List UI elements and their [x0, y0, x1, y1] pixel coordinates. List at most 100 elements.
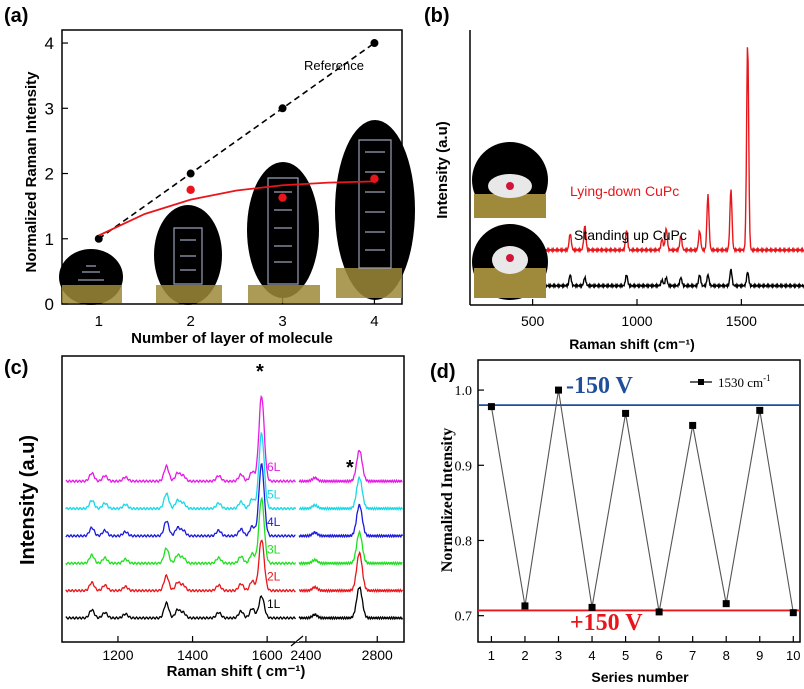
d-xtick-label: 2: [521, 648, 528, 663]
panel-d-xlabel: Series number: [591, 669, 689, 685]
c-xtick-label: 1200: [102, 647, 133, 663]
d-xtick-label: 3: [555, 648, 562, 663]
panel-a-x-ticks: 1 2 3 4: [95, 298, 379, 330]
legend-marker: [698, 379, 704, 385]
spectrum-left-line: [65, 431, 297, 511]
graphene-substrate-3: [248, 285, 320, 303]
a-xtick-label: 1: [95, 313, 103, 330]
b-xtick-label: 500: [521, 313, 545, 329]
series-point: [487, 403, 495, 411]
cupc-illustrations: [472, 142, 548, 300]
graphene-substrate-4: [336, 268, 402, 298]
panel-a-ylabel: Normalized Raman Intensity: [23, 71, 40, 273]
spectrum-right-line: [298, 449, 403, 484]
a-xtick-label: 4: [370, 313, 378, 330]
d-xtick-label: 9: [756, 648, 763, 663]
layer-label: 5L: [267, 488, 281, 502]
graphene-substrate-2: [156, 285, 222, 303]
d-xtick-label: 8: [723, 648, 730, 663]
measured-point: [370, 174, 379, 183]
a-ytick-label: 0: [45, 295, 54, 314]
panel-c-xlabel: Raman shift ( cm⁻¹): [167, 663, 306, 680]
d-ytick-label: 1.0: [455, 384, 473, 399]
spectrum-line: [544, 47, 804, 254]
a-xtick-label: 2: [186, 313, 194, 330]
a-ytick-label: 3: [45, 99, 54, 118]
panel-b-label: (b): [424, 5, 450, 27]
reference-point: [186, 169, 195, 178]
d-ytick-label: 0.7: [455, 610, 473, 625]
spectrum-left-line: [65, 496, 297, 566]
series-point: [789, 609, 797, 617]
reference-point: [94, 234, 103, 243]
panel-d-plot: [478, 386, 800, 617]
d-ytick-label: 0.9: [455, 459, 473, 474]
reference-point: [278, 104, 287, 113]
spectrum-line: [544, 268, 804, 290]
standing-cu-center: [506, 254, 514, 262]
molecule-stacks: [78, 139, 392, 285]
minus-150v-label: -150 V: [566, 373, 634, 399]
legend-superscript: -1: [763, 373, 771, 383]
d-xtick-label: 10: [786, 648, 800, 663]
spectrum-left-line: [65, 462, 296, 538]
measured-point: [186, 185, 195, 195]
panel-c-label: (c): [4, 357, 28, 379]
axis-break-mark: [290, 635, 304, 647]
spectrum-right-line: [298, 529, 403, 566]
c-xtick-label: 1400: [177, 647, 208, 663]
panel-d-legend: 1530 cm-1: [690, 373, 771, 390]
series-point: [588, 603, 596, 611]
c-xtick-label: 2800: [362, 647, 393, 663]
spectrum-left-line: [65, 394, 296, 484]
lying-down-label: Lying-down CuPc: [570, 183, 679, 199]
panel-b-ylabel: Intensity (a.u): [434, 121, 451, 219]
series-point: [555, 386, 562, 394]
measured-point: [278, 193, 287, 202]
molecule-illustrations: [59, 120, 415, 305]
panel-a-label: (a): [4, 5, 28, 27]
reference-point: [370, 39, 379, 48]
panel-a: (a) 0 1 2 3 4 1 2 3 4 Reference Normalized Rama…: [4, 5, 415, 347]
ellipse-2-layer: [154, 205, 222, 305]
c-xtick-label: 1600: [252, 647, 283, 663]
series-point: [756, 406, 764, 414]
panel-d-label: (d): [430, 361, 456, 383]
d-xtick-label: 4: [588, 648, 595, 663]
series-point: [689, 421, 697, 429]
spectrum-left-line: [65, 595, 297, 621]
legend-text: 1530 cm: [718, 375, 763, 390]
b-xtick-label: 1500: [726, 313, 757, 329]
series-line: [490, 390, 794, 613]
d-xtick-label: 6: [656, 648, 663, 663]
spectrum-right-line: [298, 475, 404, 512]
layer-label: 3L: [267, 542, 281, 556]
panel-c-plot: 1L 2L 3L 4L 5L 6L: [65, 394, 404, 621]
lying-cu-center: [506, 182, 514, 190]
panel-c-frame: [61, 355, 405, 643]
legend-label: 1530 cm-1: [718, 373, 771, 390]
panel-d: (d) 0.7 0.8 0.9 1.0 1 2 3 4 5 6 7 8 9 10 1530 cm-1 -…: [430, 359, 801, 685]
g-peak-star: *: [256, 361, 264, 383]
d-xtick-label: 5: [622, 648, 629, 663]
ellipse-3-layer: [247, 162, 319, 298]
b-xtick-label: 1000: [621, 313, 652, 329]
graphene-substrate-1: [62, 285, 122, 303]
d-ytick-label: 0.8: [455, 534, 473, 549]
standing-up-label: Standing up CuPc: [574, 227, 687, 243]
series-point: [622, 409, 630, 417]
panel-d-y-ticks: 0.7 0.8 0.9 1.0: [455, 384, 484, 625]
2d-peak-star: *: [346, 457, 354, 479]
plus-150v-label: +150 V: [570, 610, 643, 636]
panel-a-plot: [94, 39, 379, 243]
panel-b-xlabel: Raman shift (cm⁻¹): [569, 336, 695, 352]
series-point: [655, 608, 663, 616]
c-xtick-label: 2400: [290, 647, 321, 663]
panel-c-x-ticks: 1200 1400 1600 2400 2800: [102, 636, 393, 663]
layer-label: 2L: [267, 570, 281, 584]
layer-label: 1L: [267, 597, 281, 611]
reference-dashed-line: [98, 42, 375, 240]
layer-label: 4L: [267, 515, 281, 529]
panel-a-y-ticks: 0 1 2 3 4: [45, 34, 68, 314]
